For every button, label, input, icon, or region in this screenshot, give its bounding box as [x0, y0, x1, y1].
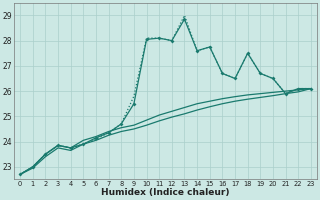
X-axis label: Humidex (Indice chaleur): Humidex (Indice chaleur) [101, 188, 230, 197]
